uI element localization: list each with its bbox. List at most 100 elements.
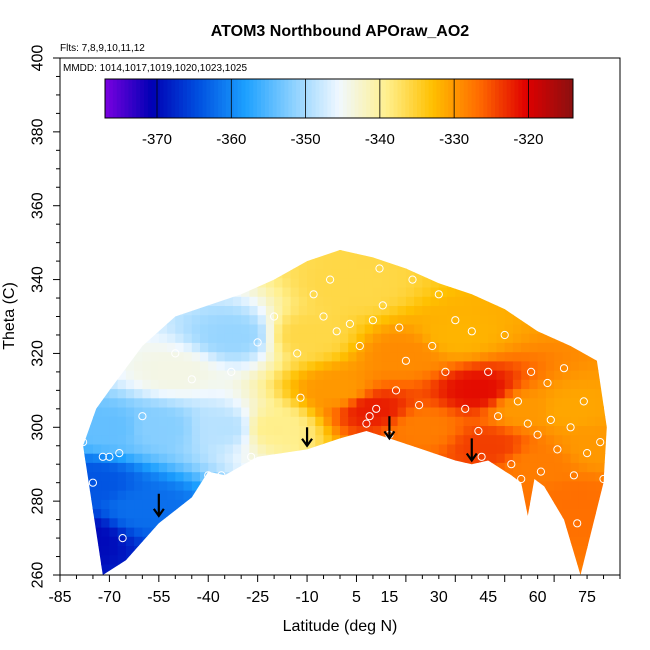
heat-cell [307, 360, 316, 371]
heat-cell [480, 453, 489, 463]
heat-cell [175, 453, 185, 463]
heat-cell [348, 250, 357, 251]
heat-cell [422, 453, 432, 463]
heat-cell [232, 370, 242, 380]
heat-cell [612, 499, 621, 509]
x-axis: -85 -70 -55 -40 -25 -10 5 15 30 45 60 75 [48, 575, 621, 606]
heat-cell [455, 379, 465, 390]
heat-cell [150, 453, 160, 463]
heat-cell [488, 259, 497, 270]
heat-cell [340, 499, 349, 510]
heat-cell [504, 296, 514, 306]
heat-cell [471, 425, 481, 436]
heat-cell [521, 277, 530, 288]
heat-cell [216, 342, 226, 353]
heat-cell [241, 554, 250, 565]
heat-cell [405, 453, 415, 463]
heat-cell [521, 490, 530, 500]
heat-cell [414, 323, 423, 334]
heat-cell [405, 287, 415, 297]
heat-cell [200, 277, 209, 288]
heat-cell [471, 342, 481, 353]
heat-cell [496, 499, 506, 510]
heat-cell [414, 379, 423, 390]
heat-cell [471, 287, 481, 297]
heat-cell [232, 277, 242, 288]
heat-cell [521, 296, 530, 306]
heat-cell [150, 490, 160, 500]
heat-cell [200, 554, 209, 565]
heat-cell [447, 305, 456, 316]
heat-cell [422, 277, 432, 288]
heat-cell [562, 462, 572, 473]
heat-cell [150, 462, 160, 473]
heat-cell [578, 268, 588, 279]
heat-cell [315, 287, 325, 297]
heat-cell [521, 563, 530, 574]
heat-cell [158, 333, 168, 343]
colorbar-segment [346, 79, 352, 118]
heat-cell [422, 499, 432, 510]
heat-cell [249, 434, 259, 445]
heat-cell [265, 434, 275, 445]
heat-cell [578, 480, 588, 491]
heat-cell [142, 314, 152, 325]
heat-cell [257, 268, 267, 279]
heat-cell [125, 453, 135, 463]
heat-cell [92, 296, 102, 306]
heat-cell [142, 490, 152, 500]
heat-cell [447, 342, 456, 353]
heat-cell [397, 305, 407, 316]
heat-cell [538, 232, 547, 242]
heat-cell [562, 250, 572, 251]
heat-cell [282, 416, 292, 426]
heat-cell [298, 462, 308, 473]
heat-cell [356, 259, 366, 270]
heat-cell [83, 296, 86, 306]
heat-cell [414, 425, 423, 436]
observation-point [573, 519, 582, 528]
heat-cell [134, 296, 143, 306]
heat-cell [595, 499, 605, 510]
heat-cell [216, 443, 226, 454]
colorbar-segment [424, 79, 430, 118]
heat-cell [545, 508, 555, 519]
heat-cell [414, 563, 423, 574]
heat-cell [430, 563, 440, 574]
heat-cell [430, 277, 440, 288]
heat-cell [364, 508, 374, 519]
heat-cell [200, 462, 209, 473]
colorbar-segment [534, 79, 539, 118]
heat-cell [257, 499, 267, 510]
heat-cell [282, 434, 292, 445]
heat-cell [578, 527, 588, 537]
heat-cell [504, 554, 514, 565]
heat-cell [570, 517, 580, 528]
heat-cell [504, 351, 514, 362]
heat-cell [521, 305, 530, 316]
heat-cell [109, 360, 119, 371]
x-tick-label: -25 [246, 589, 269, 606]
heat-cell [117, 250, 127, 251]
heat-cell [587, 360, 596, 371]
heat-cell [265, 517, 275, 528]
heat-cell [83, 360, 86, 371]
heat-cell [612, 342, 621, 352]
heat-cell [496, 453, 506, 463]
heat-cell [167, 305, 176, 316]
heat-cell [92, 554, 102, 565]
colorbar-segment [307, 79, 313, 118]
heat-cell [364, 333, 374, 343]
heat-cell [471, 554, 481, 565]
heat-cell [471, 314, 481, 325]
heat-cell [562, 305, 572, 316]
heat-cell [109, 397, 119, 408]
heat-cell [381, 545, 390, 556]
heat-cell [84, 563, 94, 574]
heat-cell [405, 545, 415, 556]
heat-cell [587, 314, 596, 325]
heat-cell [290, 277, 300, 288]
heat-cell [282, 250, 292, 251]
heat-cell [92, 342, 102, 353]
heat-cell [83, 370, 86, 380]
